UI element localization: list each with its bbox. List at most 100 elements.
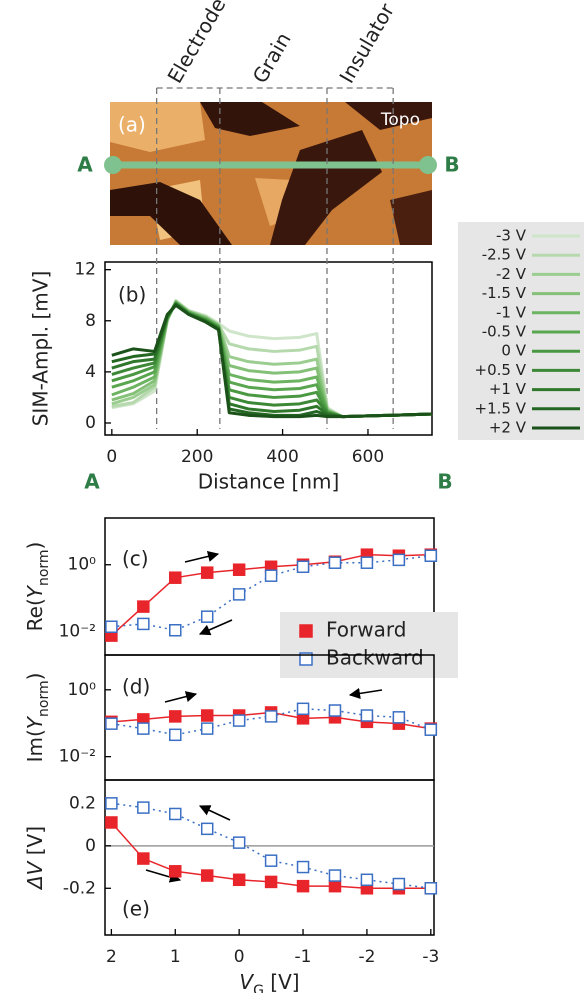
marker	[296, 860, 310, 874]
y-tick-label: 4	[85, 362, 96, 382]
panel-label: (e)	[122, 897, 150, 921]
marker	[328, 556, 342, 569]
y-tick-label: 8	[85, 311, 96, 331]
endpoint-label: A	[84, 470, 100, 494]
marker	[200, 709, 214, 722]
legend-label: -2.5 V	[482, 246, 527, 264]
marker	[137, 852, 150, 865]
axis-label-part: V	[239, 970, 254, 993]
y-tick-label: 10⁰	[68, 680, 97, 700]
marker	[328, 704, 342, 717]
marker	[392, 553, 406, 567]
x-tick-label: 200	[181, 447, 213, 467]
marker	[169, 728, 182, 742]
y-tick-label: 0	[85, 836, 96, 856]
axis-label-part: Im(	[23, 729, 47, 762]
legend-label: +1.5 V	[475, 399, 527, 417]
marker	[169, 571, 182, 584]
y-tick-label: 0.2	[69, 793, 96, 813]
y-tick-label: 10⁻²	[59, 622, 96, 642]
marker	[169, 710, 182, 723]
marker	[360, 873, 374, 887]
axis-label-part: [V]	[23, 826, 47, 862]
x-tick-label: -3	[422, 947, 439, 967]
x-tick-label: 1	[170, 947, 181, 967]
marker	[200, 566, 214, 579]
x-tick-label: 2	[106, 947, 117, 967]
legend-label: -0.5 V	[482, 323, 527, 341]
endpoint-label: B	[437, 470, 452, 494]
axis-label-part: norm	[36, 549, 52, 586]
x-tick-label: 0	[234, 947, 245, 967]
marker	[200, 869, 214, 882]
axis-label-part: G	[253, 983, 264, 993]
marker	[169, 807, 182, 821]
axis-label-part: Y	[23, 715, 47, 729]
marker	[360, 556, 374, 569]
marker	[328, 869, 342, 882]
marker	[424, 723, 438, 736]
marker	[200, 722, 214, 735]
marker	[360, 709, 374, 722]
marker	[264, 569, 278, 582]
axis-label-part: )	[23, 673, 47, 681]
arrows	[145, 550, 383, 883]
marker	[105, 816, 118, 829]
axis-label-part: norm	[36, 680, 52, 717]
axis-label-part: )	[23, 542, 47, 550]
axis-label: Im(Ynorm)	[23, 673, 53, 763]
region-label: Electrode	[163, 0, 231, 87]
panel-label: (c)	[122, 547, 149, 571]
marker	[232, 588, 246, 601]
point-label: A	[77, 153, 93, 177]
x-tick-label: 0	[106, 447, 117, 467]
panel-label: (a)	[118, 113, 146, 137]
axis-label-part: Re(	[23, 598, 47, 631]
x-tick-label: -2	[358, 947, 375, 967]
marker	[392, 711, 406, 724]
axis-label: ΔV [V]	[23, 826, 47, 891]
region-label: Insulator	[334, 0, 399, 87]
marker	[169, 865, 182, 878]
legend-label: Backward	[326, 646, 424, 670]
legend-label: Forward	[326, 618, 406, 642]
series-line	[111, 303, 433, 419]
legend-label: +2 V	[489, 419, 527, 437]
marker	[328, 879, 342, 893]
marker	[264, 710, 278, 723]
y-tick-label: -0.2	[63, 878, 96, 898]
axis-label: Distance [nm]	[198, 470, 340, 494]
x-tick-label: 600	[352, 447, 384, 467]
marker	[200, 822, 214, 836]
plot-frame	[104, 779, 435, 936]
panel-label: (d)	[122, 675, 150, 699]
axis-label: SIM-Ampl. [mV]	[29, 271, 53, 427]
axis-label: VG [V]	[239, 970, 299, 993]
region-label: Grain	[248, 28, 296, 87]
legend-box	[280, 612, 458, 678]
x-tick-label: -1	[295, 947, 312, 967]
marker	[296, 560, 310, 574]
marker	[105, 797, 118, 810]
legend-label: -1 V	[496, 303, 527, 321]
legend-swatch	[299, 652, 313, 666]
y-tick-label: 10⁰	[68, 555, 97, 575]
axis-label-part: Y	[23, 584, 47, 598]
y-tick-label: 10⁻²	[59, 747, 96, 767]
marker	[232, 836, 246, 849]
marker	[200, 610, 214, 623]
marker	[264, 854, 278, 867]
axis-label-part: [V]	[264, 970, 300, 993]
marker	[137, 722, 150, 735]
y-tick-label: 0	[85, 413, 96, 433]
legend-swatch	[299, 624, 313, 638]
legend-label: +1 V	[489, 380, 527, 398]
marker	[137, 600, 150, 613]
y-tick-label: 12	[74, 260, 96, 280]
legend-label: -2 V	[496, 265, 527, 283]
topo-image	[104, 102, 437, 245]
x-tick-label: 400	[266, 447, 298, 467]
axis-label: Re(Ynorm)	[23, 542, 53, 632]
